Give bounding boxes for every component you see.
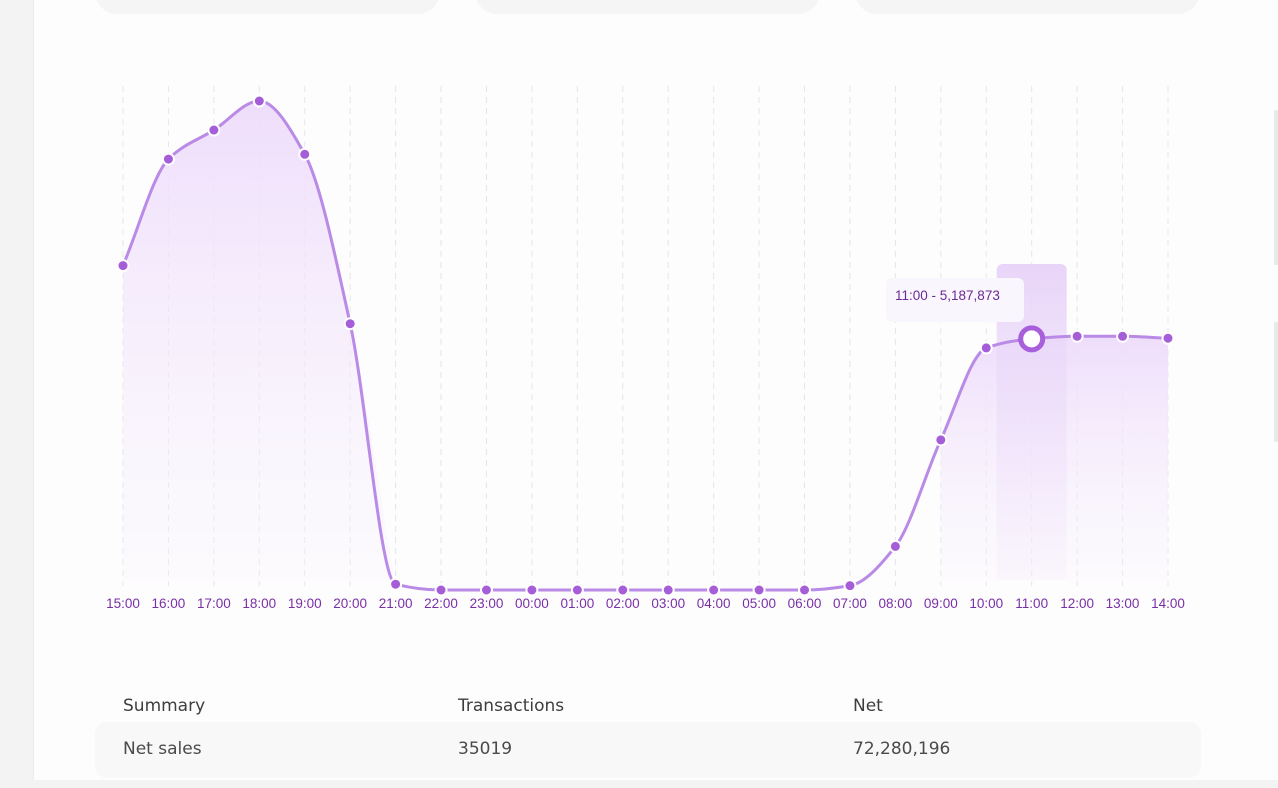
x-tick-label: 14:00 <box>1151 596 1185 611</box>
row-label: Net sales <box>123 739 202 759</box>
data-point[interactable] <box>798 583 812 597</box>
x-tick-label: 15:00 <box>106 596 140 611</box>
tooltip: 11:00 - 5,187,873 <box>886 278 1024 322</box>
data-point[interactable] <box>525 583 539 597</box>
x-tick-label: 17:00 <box>197 596 231 611</box>
data-point[interactable] <box>298 147 312 161</box>
summary-table: Summary Transactions Net Net sales 35019… <box>95 688 1201 778</box>
data-point[interactable] <box>1070 329 1084 343</box>
data-point[interactable] <box>752 583 766 597</box>
tooltip-background <box>886 278 1024 322</box>
data-point[interactable] <box>616 583 630 597</box>
hourly-sales-chart[interactable]: 15:00 16:00 17:00 18:00 19:00 20:00 21:00 22:00… <box>0 0 1278 640</box>
row-transactions: 35019 <box>458 739 513 759</box>
summary-header: Summary Transactions Net <box>95 688 1201 722</box>
data-point[interactable] <box>343 317 357 331</box>
data-point[interactable] <box>252 94 266 108</box>
x-tick-label: 19:00 <box>288 596 322 611</box>
header-summary: Summary <box>123 696 206 716</box>
x-tick-label: 10:00 <box>969 596 1003 611</box>
data-point[interactable] <box>479 583 493 597</box>
x-tick-label: 11:00 <box>1015 596 1048 611</box>
data-point[interactable] <box>888 539 902 553</box>
data-point[interactable] <box>207 123 221 137</box>
data-point[interactable] <box>161 152 175 166</box>
data-point[interactable] <box>661 583 675 597</box>
x-tick-label: 01:00 <box>560 596 594 611</box>
data-point[interactable] <box>1116 329 1130 343</box>
x-tick-label: 21:00 <box>379 596 413 611</box>
data-point[interactable] <box>707 583 721 597</box>
stat-card-2[interactable] <box>475 0 820 14</box>
x-tick-label: 06:00 <box>788 596 822 611</box>
data-point[interactable] <box>1161 331 1175 345</box>
header-net: Net <box>853 696 883 716</box>
adjacent-card-edge <box>1274 110 1278 265</box>
data-point[interactable] <box>389 577 403 591</box>
x-tick-label: 04:00 <box>697 596 731 611</box>
row-net: 72,280,196 <box>853 739 951 759</box>
adjacent-card-edge <box>1274 322 1278 442</box>
data-point[interactable] <box>843 579 857 593</box>
x-tick-label: 13:00 <box>1106 596 1140 611</box>
data-point[interactable] <box>979 341 993 355</box>
x-tick-label: 18:00 <box>242 596 276 611</box>
x-tick-label: 03:00 <box>651 596 685 611</box>
x-tick-label: 20:00 <box>333 596 367 611</box>
area-fill-evening <box>123 101 396 585</box>
tooltip-text: 11:00 - 5,187,873 <box>895 288 1000 303</box>
data-point[interactable] <box>934 433 948 447</box>
x-tick-label: 09:00 <box>924 596 958 611</box>
x-tick-label: 08:00 <box>878 596 912 611</box>
stat-card-3[interactable] <box>855 0 1200 14</box>
hover-highlight-band <box>996 264 1067 580</box>
data-point[interactable] <box>434 583 448 597</box>
x-tick-label: 23:00 <box>470 596 504 611</box>
stat-card-1[interactable] <box>95 0 440 14</box>
x-tick-label: 07:00 <box>833 596 867 611</box>
x-tick-label: 00:00 <box>515 596 549 611</box>
hover-point-ring <box>1018 325 1046 353</box>
table-row[interactable]: Net sales 35019 72,280,196 <box>95 722 1201 778</box>
data-point[interactable] <box>570 583 584 597</box>
data-point[interactable] <box>116 259 130 273</box>
x-tick-label: 02:00 <box>606 596 640 611</box>
x-tick-label: 22:00 <box>424 596 458 611</box>
x-tick-label: 16:00 <box>152 596 186 611</box>
x-tick-label: 05:00 <box>742 596 776 611</box>
x-tick-label: 12:00 <box>1060 596 1094 611</box>
header-transactions: Transactions <box>458 696 565 716</box>
